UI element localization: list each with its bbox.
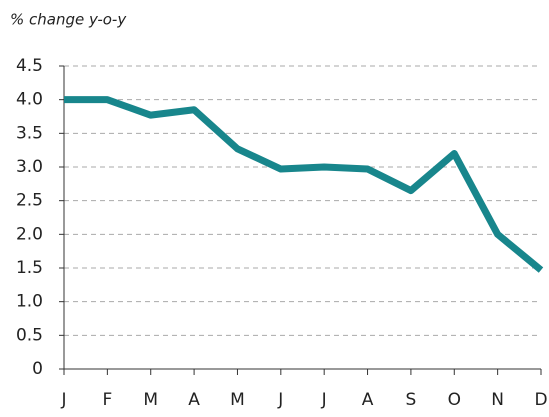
x-tick-label: M	[230, 390, 245, 410]
y-tick-label: 2.5	[16, 191, 43, 211]
x-tick-label: S	[406, 390, 417, 410]
y-tick-label: 3.5	[16, 123, 43, 143]
x-tick-label: A	[188, 390, 200, 410]
x-tick-label: D	[534, 390, 547, 410]
x-tick-label: F	[102, 390, 112, 410]
y-tick-label: 3.0	[16, 157, 43, 177]
y-tick-label: 0.5	[16, 325, 43, 345]
x-tick-label: J	[277, 390, 283, 410]
y-tick-label: 1.0	[16, 292, 43, 312]
y-tick-label: 2.0	[16, 224, 43, 244]
y-tick-label: 1.5	[16, 258, 43, 278]
data-line	[64, 96, 544, 273]
y-tick-label: 0	[32, 359, 43, 379]
x-tick-label: J	[60, 390, 66, 410]
y-axis-label: % change y-o-y	[10, 11, 127, 29]
y-tick-label: 4.0	[16, 90, 43, 110]
x-tick-label: M	[143, 390, 158, 410]
y-tick-label: 4.5	[16, 56, 43, 76]
x-tick-label: A	[362, 390, 374, 410]
x-tick-label: N	[491, 390, 504, 410]
x-tick-label: J	[321, 390, 327, 410]
x-tick-label: O	[448, 390, 461, 410]
